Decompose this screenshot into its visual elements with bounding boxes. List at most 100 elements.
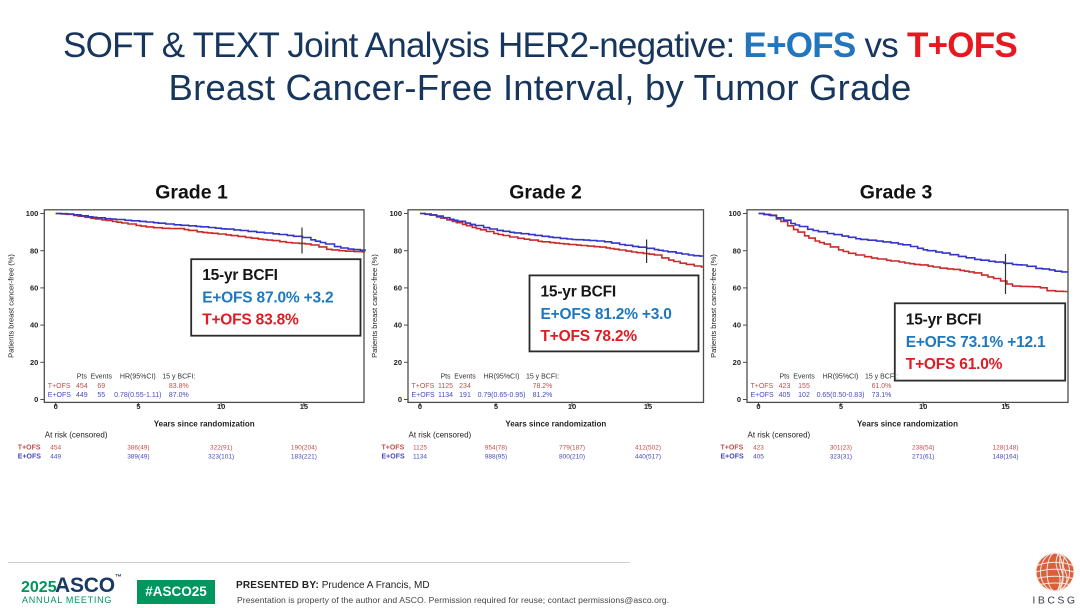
svg-text:0: 0 (398, 395, 402, 404)
svg-text:0: 0 (54, 402, 58, 411)
svg-text:E+OFS: E+OFS (48, 392, 71, 399)
svg-text:78.2%: 78.2% (533, 383, 553, 390)
svg-text:0: 0 (34, 395, 38, 404)
svg-text:Patients breast cancer-free (%: Patients breast cancer-free (%) (370, 254, 379, 358)
svg-text:80: 80 (733, 246, 741, 255)
svg-text:1134: 1134 (438, 392, 453, 399)
svg-text:323(31): 323(31) (830, 453, 852, 460)
svg-text:322(91): 322(91) (210, 444, 232, 451)
svg-text:HR(95%CI): HR(95%CI) (120, 373, 156, 380)
svg-text:T+OFS 83.8%: T+OFS 83.8% (202, 312, 299, 329)
svg-text:Patients breast cancer-free (%: Patients breast cancer-free (%) (6, 254, 15, 358)
svg-text:15: 15 (644, 402, 652, 411)
svg-text:0.79(0.65-0.95): 0.79(0.65-0.95) (478, 392, 526, 399)
svg-text:Grade 1: Grade 1 (155, 182, 228, 204)
svg-text:Events: Events (454, 373, 476, 380)
svg-text:323(101): 323(101) (208, 453, 234, 460)
svg-text:T+OFS: T+OFS (751, 383, 774, 390)
svg-text:386(49): 386(49) (127, 444, 149, 451)
svg-text:Years since randomization: Years since randomization (857, 420, 958, 429)
svg-text:80: 80 (30, 246, 38, 255)
svg-text:454: 454 (50, 444, 61, 451)
svg-text:E+OFS: E+OFS (721, 453, 744, 460)
svg-text:T+OFS 61.0%: T+OFS 61.0% (906, 356, 1003, 373)
svg-text:440(517): 440(517) (635, 453, 661, 460)
svg-text:405: 405 (779, 392, 791, 399)
svg-text:988(95): 988(95) (485, 453, 507, 460)
svg-text:190(204): 190(204) (291, 444, 317, 451)
svg-text:81.2%: 81.2% (533, 392, 553, 399)
svg-text:T+OFS 78.2%: T+OFS 78.2% (541, 328, 638, 345)
svg-text:10: 10 (217, 402, 225, 411)
svg-text:102: 102 (798, 392, 810, 399)
svg-text:E+OFS 87.0% +3.2: E+OFS 87.0% +3.2 (202, 290, 333, 307)
svg-text:T+OFS: T+OFS (382, 444, 405, 451)
svg-text:5: 5 (136, 402, 140, 411)
svg-text:15: 15 (1001, 402, 1009, 411)
svg-text:Pts: Pts (440, 373, 451, 380)
svg-text:234: 234 (459, 383, 471, 390)
svg-text:61.0%: 61.0% (872, 383, 892, 390)
svg-text:E+OFS: E+OFS (18, 453, 41, 460)
svg-text:5: 5 (494, 402, 498, 411)
svg-text:1125: 1125 (438, 383, 453, 390)
svg-text:15 y BCFI:: 15 y BCFI: (865, 373, 898, 380)
svg-text:412(502): 412(502) (635, 444, 661, 451)
svg-text:55: 55 (97, 392, 105, 399)
svg-text:HR(95%CI): HR(95%CI) (484, 373, 520, 380)
svg-text:At risk (censored): At risk (censored) (409, 430, 472, 439)
svg-text:15: 15 (300, 402, 308, 411)
svg-text:40: 40 (394, 321, 402, 330)
svg-text:100: 100 (728, 209, 741, 218)
svg-text:E+OFS: E+OFS (412, 392, 435, 399)
svg-text:73.1%: 73.1% (872, 392, 892, 399)
svg-text:Events: Events (793, 373, 815, 380)
svg-text:301(23): 301(23) (830, 444, 852, 451)
svg-text:0.78(0.55-1.11): 0.78(0.55-1.11) (114, 392, 161, 399)
svg-text:Grade 2: Grade 2 (509, 182, 582, 204)
svg-text:271(61): 271(61) (912, 453, 934, 460)
svg-text:At risk (censored): At risk (censored) (45, 430, 108, 439)
svg-text:T+OFS: T+OFS (18, 444, 41, 451)
svg-text:IBCSG: IBCSG (1032, 595, 1077, 607)
svg-text:10: 10 (568, 402, 576, 411)
svg-text:60: 60 (30, 284, 38, 293)
svg-text:155: 155 (798, 383, 810, 390)
svg-text:389(49): 389(49) (127, 453, 149, 460)
svg-text:449: 449 (50, 453, 61, 460)
svg-text:100: 100 (389, 209, 402, 218)
svg-text:1134: 1134 (413, 453, 427, 460)
svg-text:HR(95%CI): HR(95%CI) (823, 373, 859, 380)
svg-text:60: 60 (394, 284, 402, 293)
svg-text:423: 423 (779, 383, 791, 390)
svg-text:15-yr BCFI: 15-yr BCFI (202, 267, 278, 284)
svg-text:15-yr BCFI: 15-yr BCFI (906, 311, 982, 328)
svg-text:128(148): 128(148) (992, 444, 1018, 451)
svg-text:449: 449 (76, 392, 88, 399)
svg-text:Events: Events (91, 373, 113, 380)
svg-text:0.65(0.50-0.83): 0.65(0.50-0.83) (817, 392, 865, 399)
svg-text:Pts: Pts (779, 373, 790, 380)
svg-text:148(164): 148(164) (992, 453, 1018, 460)
svg-text:183(221): 183(221) (291, 453, 317, 460)
svg-text:1125: 1125 (413, 444, 427, 451)
svg-text:T+OFS: T+OFS (721, 444, 744, 451)
svg-text:0: 0 (737, 395, 741, 404)
svg-text:60: 60 (733, 284, 741, 293)
svg-text:40: 40 (733, 321, 741, 330)
svg-text:191: 191 (459, 392, 471, 399)
svg-text:At risk (censored): At risk (censored) (748, 430, 811, 439)
svg-text:83.8%: 83.8% (169, 383, 189, 390)
svg-text:10: 10 (919, 402, 927, 411)
svg-text:E+OFS: E+OFS (382, 453, 405, 460)
svg-text:0: 0 (418, 402, 422, 411)
svg-text:423: 423 (753, 444, 764, 451)
svg-text:0: 0 (756, 402, 760, 411)
svg-text:15 y BCFI:: 15 y BCFI: (162, 373, 195, 380)
svg-text:Years since randomization: Years since randomization (505, 420, 606, 429)
svg-text:Patients breast cancer-free (%: Patients breast cancer-free (%) (709, 254, 718, 358)
svg-text:87.0%: 87.0% (169, 392, 189, 399)
svg-text:Grade 3: Grade 3 (860, 182, 933, 204)
svg-text:40: 40 (30, 321, 38, 330)
svg-text:800(210): 800(210) (559, 453, 585, 460)
